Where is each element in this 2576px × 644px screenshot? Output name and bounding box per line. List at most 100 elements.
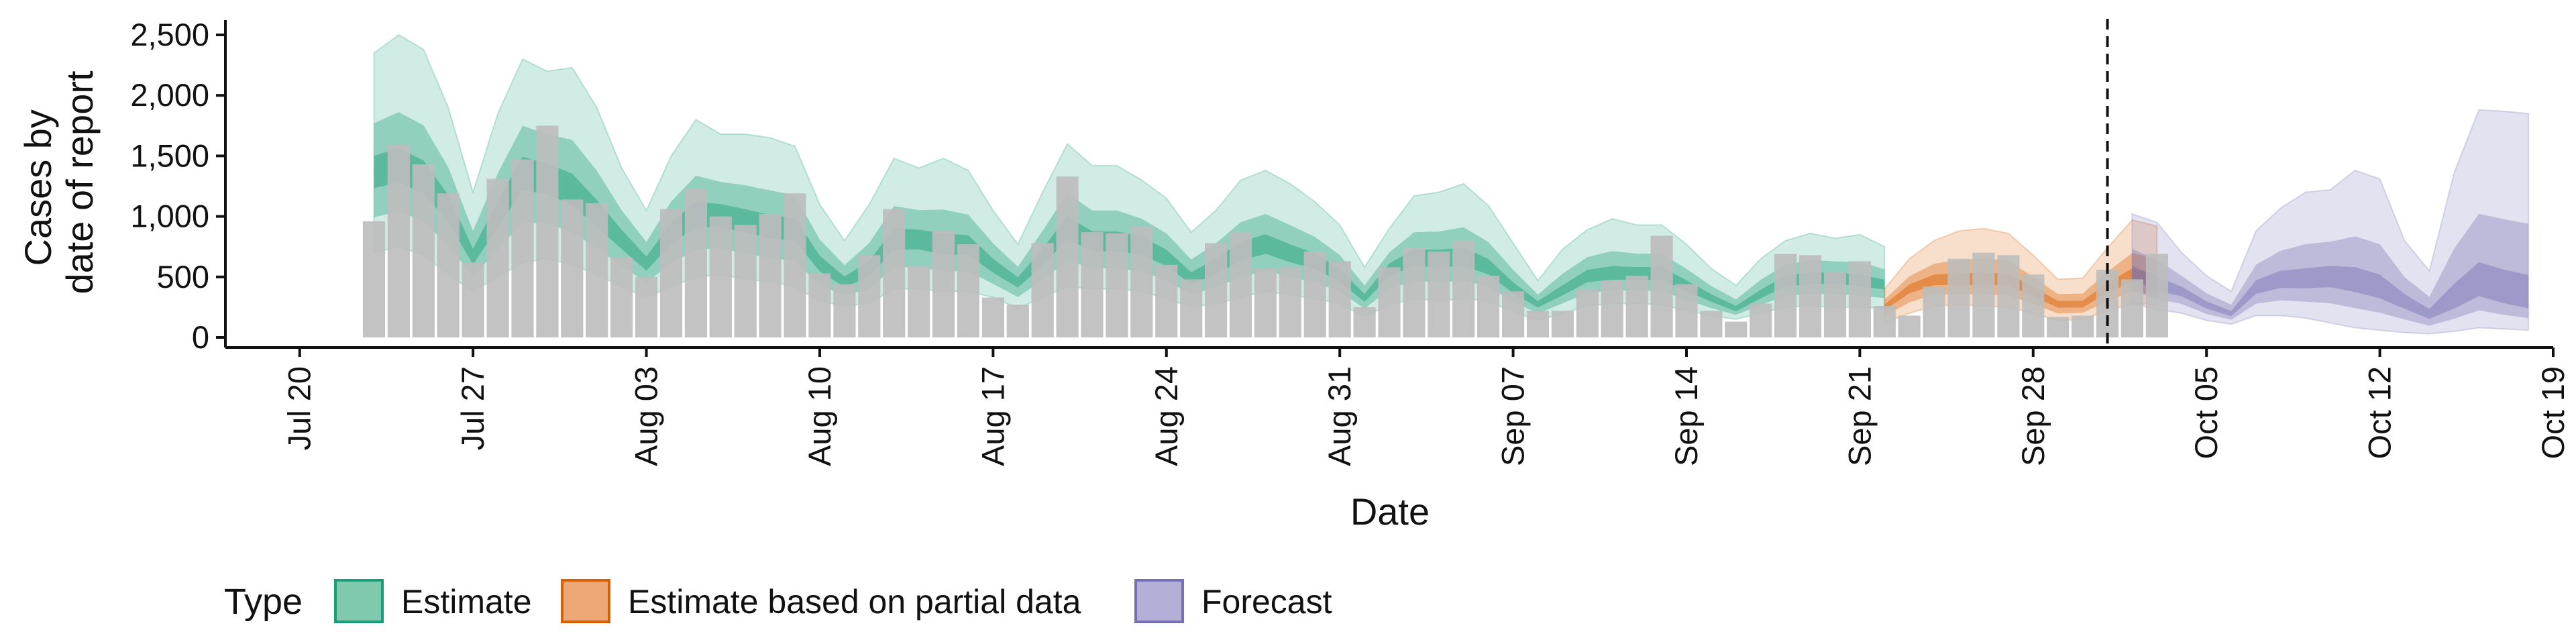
x-tick-label: Aug 24 — [1148, 366, 1184, 466]
bar — [1848, 261, 1871, 337]
bar — [659, 209, 683, 337]
bar — [1378, 267, 1401, 337]
bar — [883, 209, 906, 337]
bar — [1923, 286, 1945, 337]
bar — [1254, 268, 1277, 337]
bar — [759, 214, 782, 337]
bar — [1205, 243, 1228, 337]
x-tick-label: Jul 27 — [455, 366, 490, 450]
bar — [1279, 267, 1301, 337]
bar — [957, 244, 979, 337]
bar — [1601, 280, 1623, 337]
x-tick-label: Aug 10 — [802, 366, 837, 466]
y-tick-label: 2,500 — [130, 17, 209, 52]
bar — [635, 276, 658, 337]
bar — [709, 216, 732, 337]
bar — [1106, 233, 1128, 337]
bar — [536, 125, 559, 338]
bar — [908, 266, 930, 337]
bar — [362, 221, 386, 337]
bar — [486, 178, 509, 337]
bar — [1823, 272, 1847, 337]
legend-label-partial: Estimate based on partial data — [628, 583, 1081, 621]
y-axis-title: Cases by date of report — [17, 70, 101, 294]
bar — [1947, 258, 1970, 337]
x-axis-ticks: Jul 20 Jul 27 Aug 03 Aug 10 Aug 17 Aug 24 Aug … — [282, 347, 2571, 466]
x-tick-label: Sep 21 — [1841, 366, 1877, 466]
bar — [412, 164, 435, 337]
legend: Type Estimate Estimate based on partial … — [224, 579, 1332, 623]
x-tick-label: Aug 31 — [1322, 366, 1357, 466]
bar — [462, 262, 484, 337]
legend-label-estimate: Estimate — [401, 583, 532, 621]
bar — [1477, 276, 1500, 337]
bar — [1625, 276, 1648, 337]
bar — [833, 284, 856, 337]
bar — [1353, 307, 1376, 337]
bar — [1799, 255, 1822, 337]
legend-swatch-partial — [561, 579, 610, 623]
bar — [2047, 317, 2070, 337]
bar — [1725, 321, 1748, 337]
bar — [1130, 226, 1153, 337]
bar — [981, 297, 1004, 337]
legend-swatch-forecast — [1134, 579, 1184, 623]
y-tick-label: 1,500 — [130, 138, 209, 173]
bar — [1526, 311, 1550, 337]
bar — [1452, 240, 1475, 337]
bar — [1403, 248, 1426, 337]
bar — [2022, 274, 2045, 337]
bar — [784, 193, 806, 337]
bar — [1551, 311, 1574, 337]
bar — [561, 199, 584, 337]
bar — [2145, 254, 2168, 337]
y-tick-label: 500 — [157, 259, 209, 294]
band-50-forecast — [2132, 213, 2529, 326]
bar — [1229, 232, 1252, 337]
bar — [1303, 251, 1326, 337]
bar — [1750, 303, 1772, 337]
x-tick-label: Sep 14 — [1668, 366, 1704, 466]
legend-title: Type — [224, 582, 303, 622]
bar — [1006, 305, 1029, 337]
bar — [858, 255, 881, 337]
x-tick-label: Oct 12 — [2362, 366, 2398, 459]
y-tick-label: 2,000 — [130, 77, 209, 113]
bar — [932, 231, 955, 337]
bar — [808, 273, 831, 337]
y-axis-title-line2: date of report — [58, 70, 101, 294]
band-20-forecast — [2132, 262, 2529, 319]
bar — [1056, 176, 1079, 337]
x-tick-label: Oct 19 — [2535, 366, 2571, 459]
y-tick-label: 0 — [192, 319, 209, 355]
x-tick-label: Sep 28 — [2015, 366, 2051, 466]
bar — [1428, 251, 1450, 337]
bar — [1700, 311, 1723, 337]
bar — [1997, 255, 2020, 337]
band-90-forecast — [2131, 109, 2530, 335]
bar — [586, 203, 608, 337]
bar — [1774, 254, 1797, 337]
bar — [1031, 243, 1054, 337]
y-tick-label: 1,000 — [130, 199, 209, 234]
x-axis-title: Date — [1350, 490, 1430, 533]
bar — [1675, 284, 1698, 337]
bar — [734, 225, 757, 337]
bar — [511, 159, 534, 338]
legend-label-forecast: Forecast — [1201, 583, 1332, 621]
bar — [1972, 252, 1995, 337]
y-axis-ticks: 0 500 1,000 1,500 2,000 2,500 — [130, 17, 225, 355]
x-tick-label: Aug 17 — [975, 366, 1010, 466]
bar — [1180, 279, 1203, 337]
bar — [1576, 288, 1599, 337]
x-tick-label: Aug 03 — [629, 366, 664, 466]
axes — [224, 20, 2553, 349]
bar — [387, 145, 410, 337]
bar — [610, 257, 633, 337]
bar — [1898, 315, 1921, 337]
legend-swatch-estimate — [334, 579, 384, 623]
bar — [2072, 315, 2094, 337]
bar — [1328, 261, 1351, 337]
band-50-estimate — [374, 112, 1885, 315]
